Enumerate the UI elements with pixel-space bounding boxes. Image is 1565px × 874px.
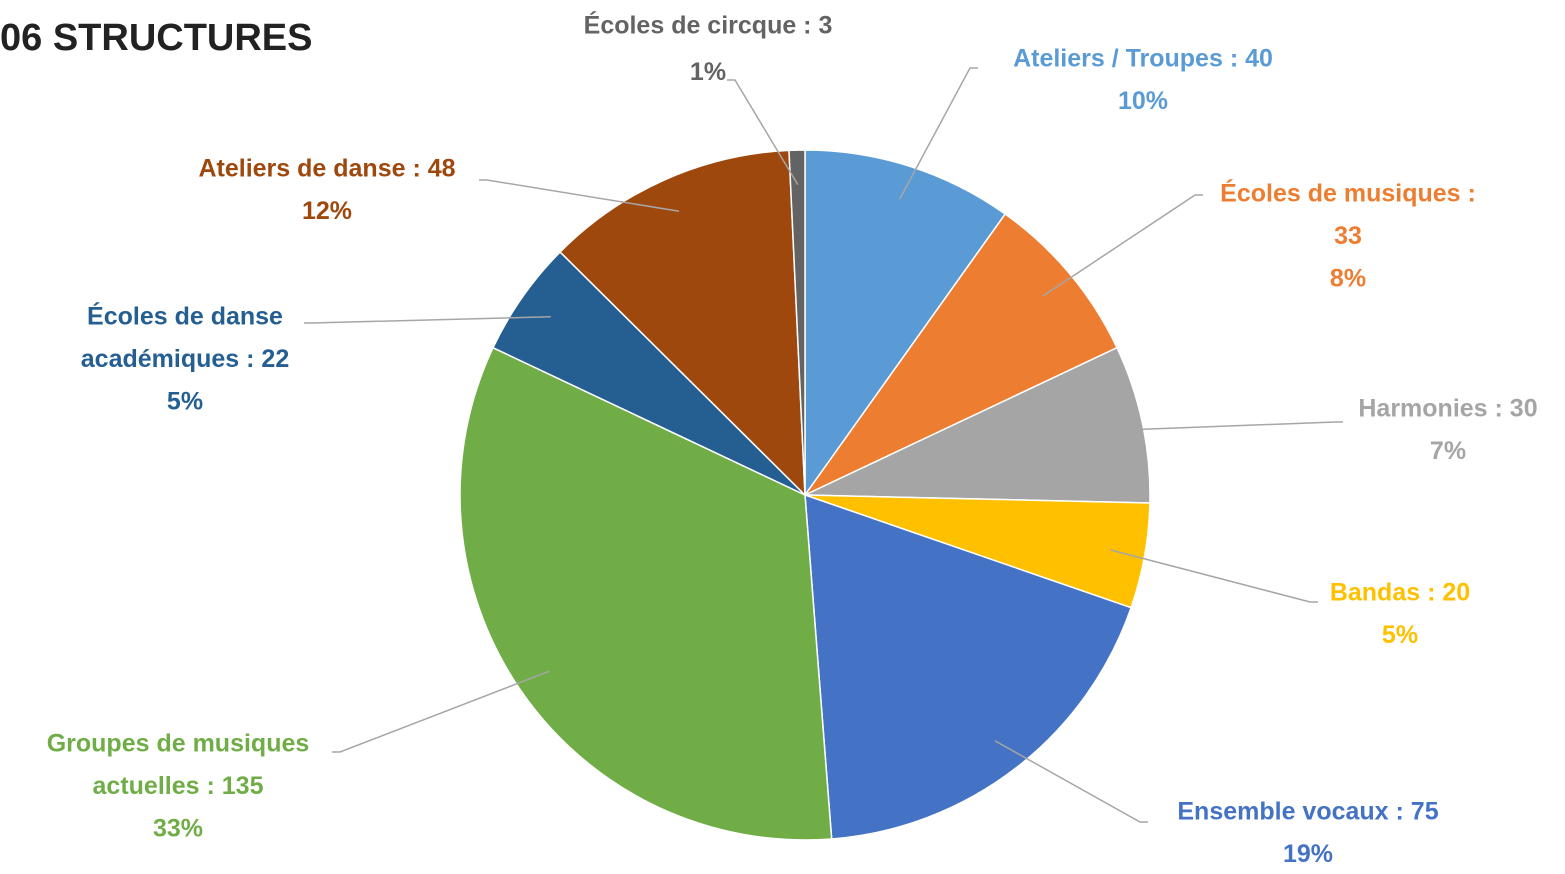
percent-label: 12% bbox=[302, 197, 352, 225]
leader-line bbox=[1108, 421, 1343, 432]
pie-slice bbox=[804, 493, 1133, 840]
leader-line bbox=[479, 179, 680, 212]
data-label: Harmonies : 30 bbox=[1358, 395, 1537, 423]
data-label: Ateliers de danse : 48 bbox=[198, 155, 455, 183]
percent-label: 10% bbox=[1118, 87, 1168, 115]
percent-label: 8% bbox=[1330, 265, 1366, 293]
percent-label: 1% bbox=[690, 58, 726, 86]
data-label: 33 bbox=[1334, 222, 1362, 250]
data-label: Bandas : 20 bbox=[1330, 579, 1470, 607]
data-label: académiques : 22 bbox=[81, 345, 289, 373]
data-label: Ensemble vocaux : 75 bbox=[1177, 798, 1438, 826]
pie-slice bbox=[559, 149, 806, 497]
pie-slice bbox=[804, 346, 1151, 504]
data-label: Écoles de musiques : bbox=[1220, 179, 1476, 208]
leader-line bbox=[304, 316, 551, 324]
leader-line bbox=[994, 740, 1148, 823]
leader-line bbox=[1110, 549, 1318, 603]
percent-label: 33% bbox=[153, 815, 203, 843]
percent-label: 5% bbox=[1382, 621, 1418, 649]
pie-slice bbox=[788, 149, 806, 496]
pie-slice bbox=[802, 212, 1118, 497]
percent-label: 19% bbox=[1283, 840, 1333, 868]
chart-title: 06 STRUCTURES bbox=[0, 17, 313, 59]
data-label: Ateliers / Troupes : 40 bbox=[1013, 45, 1273, 73]
percent-label: 5% bbox=[167, 388, 203, 416]
pie-slice bbox=[804, 149, 1007, 498]
data-label: Écoles de danse bbox=[87, 302, 283, 331]
data-label: actuelles : 135 bbox=[93, 772, 264, 800]
leader-line bbox=[1042, 194, 1203, 297]
pie-slice bbox=[459, 346, 833, 841]
leader-line bbox=[898, 67, 978, 200]
leader-line bbox=[727, 79, 799, 185]
data-label: Écoles de circque : 3 bbox=[584, 11, 833, 40]
percent-label: 7% bbox=[1430, 437, 1466, 465]
data-label: Groupes de musiques bbox=[47, 730, 310, 758]
leader-line bbox=[332, 670, 550, 753]
